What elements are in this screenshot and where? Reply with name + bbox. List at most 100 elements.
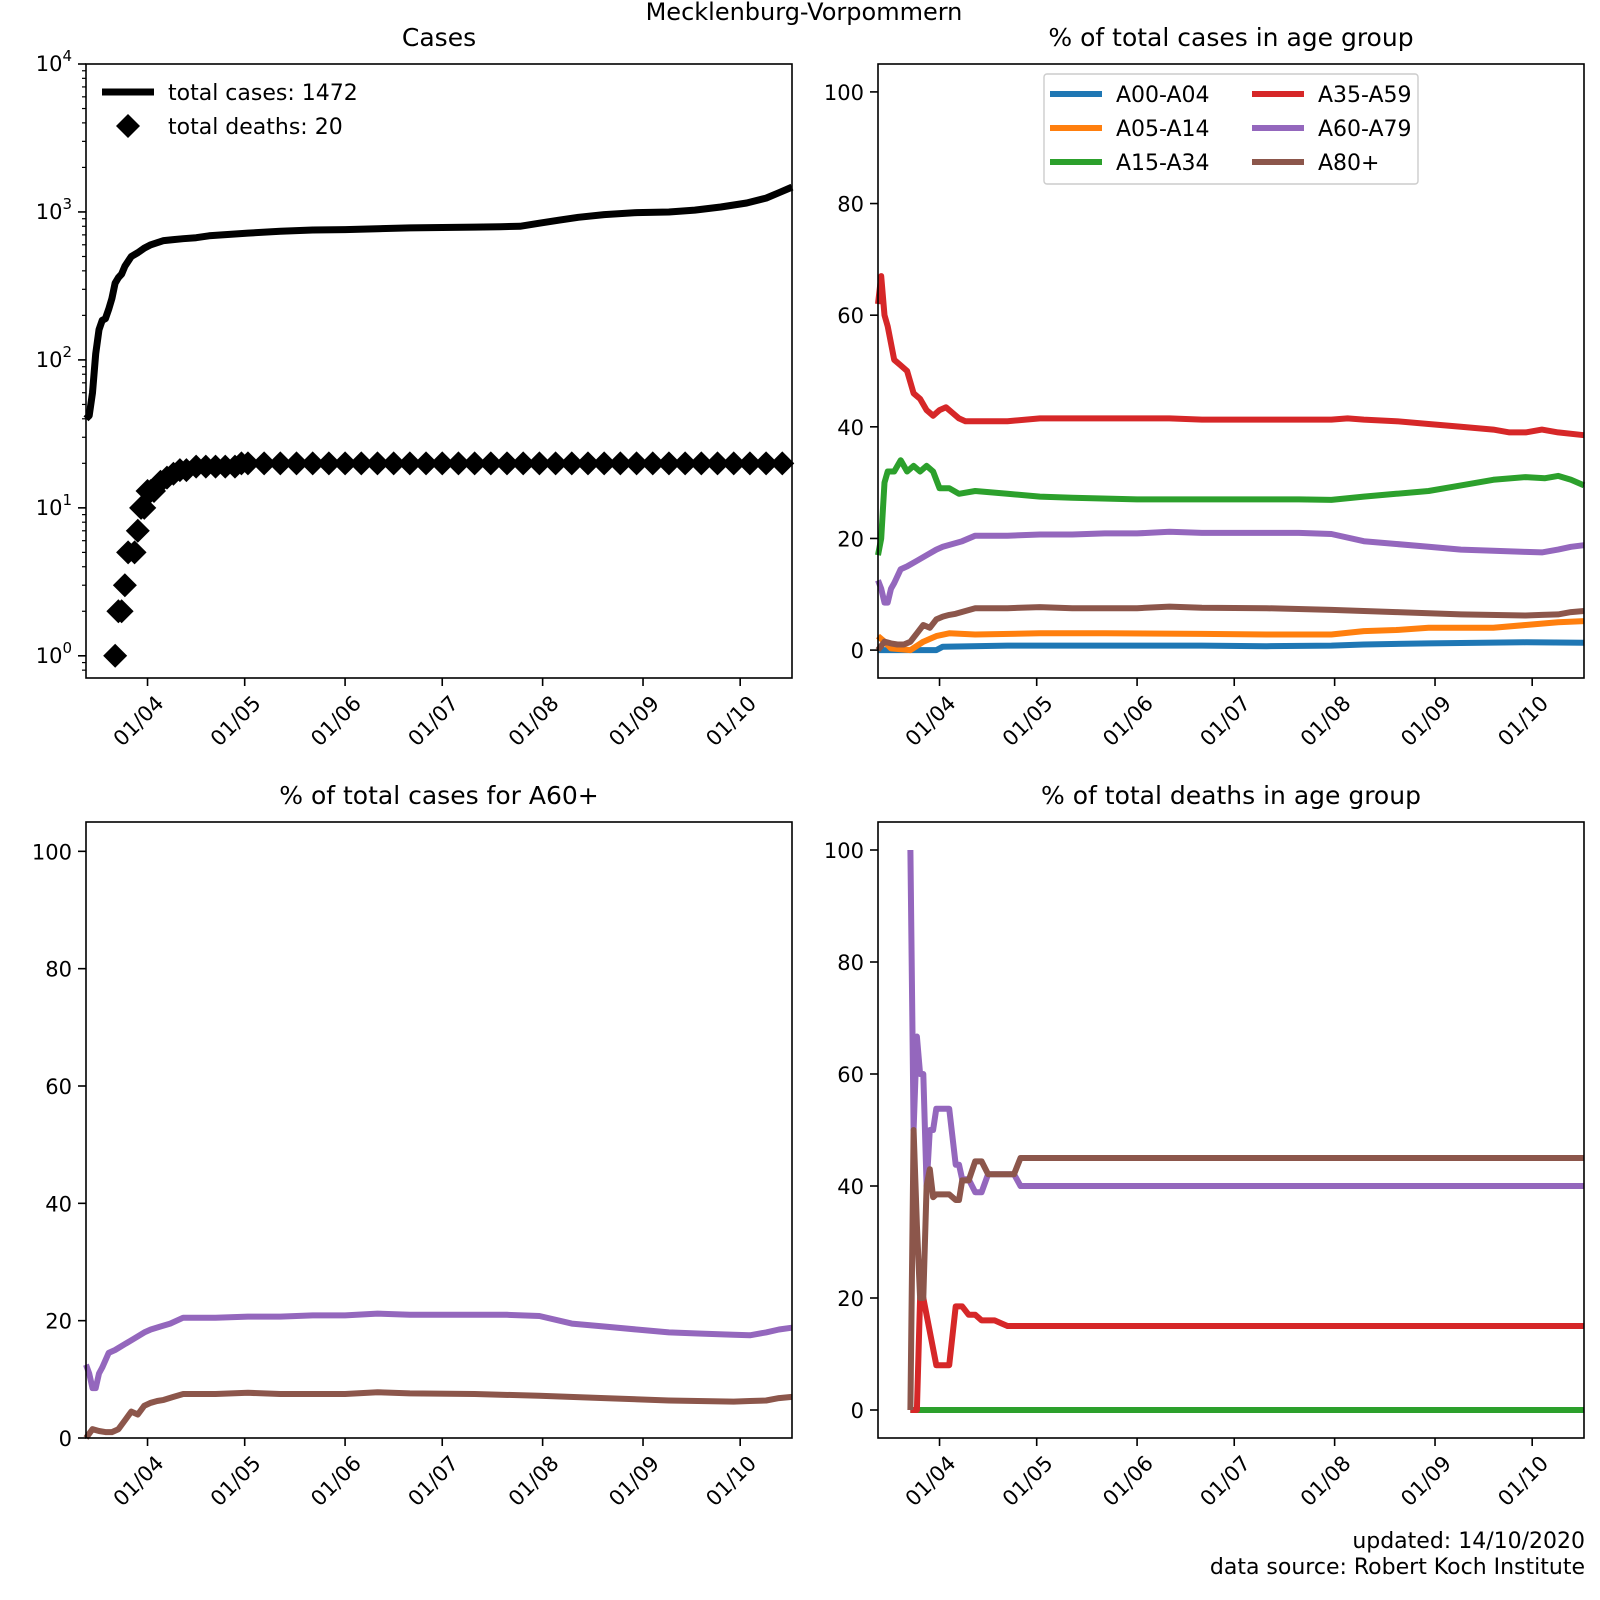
death-point (268, 451, 293, 476)
series-group-deaths_age (907, 849, 1584, 1413)
y-tick-label: 100 (32, 840, 72, 864)
series-line-a00-a04 (878, 639, 1585, 654)
series-line-a15-a34 (875, 457, 1586, 556)
chart-title-deaths_age: % of total deaths in age group (1041, 781, 1421, 810)
plot-frame-cases_age (877, 63, 1585, 679)
legend-age-groups: A00-A04 A05-A14 A15-A34 A35-A59 A60-A79 A80+ (1043, 73, 1419, 185)
legend-label: A15-A34 (1116, 151, 1210, 176)
death-point (575, 451, 600, 476)
y-tick-label: 80 (837, 193, 864, 217)
y-tick-label: 0 (851, 639, 864, 663)
series-group-cases (83, 183, 795, 668)
chart-title-cases_age: % of total cases in age group (1048, 23, 1413, 52)
death-point (252, 451, 277, 476)
y-tick-label: 60 (837, 1063, 864, 1087)
legend-label: A00-A04 (1116, 83, 1210, 108)
y-tick-exponent: 0 (62, 639, 72, 657)
death-point (689, 451, 714, 476)
figure-suptitle: Mecklenburg-Vorpommern (646, 0, 963, 26)
chart-title-cases: Cases (402, 23, 476, 52)
y-tick-exponent: 4 (62, 47, 72, 65)
legend-label: A80+ (1318, 151, 1379, 176)
death-point (284, 451, 309, 476)
y-tick-label: 80 (837, 951, 864, 975)
legend-label: A05-A14 (1116, 117, 1210, 142)
death-point (656, 451, 681, 476)
death-point (103, 643, 128, 668)
y-tick-exponent: 3 (62, 195, 72, 213)
death-point (721, 451, 746, 476)
y-tick-base: 10 (36, 644, 63, 668)
death-point (125, 518, 150, 543)
y-tick-label: 100 (36, 639, 72, 668)
y-tick-base: 10 (36, 496, 63, 520)
chart-title-cases_a60: % of total cases for A60+ (279, 781, 598, 810)
footer-updated: updated: 14/10/2020 (1352, 1529, 1585, 1554)
legend-label: A35-A59 (1318, 83, 1412, 108)
series-line-a80- (907, 1127, 1584, 1411)
y-tick-label: 100 (824, 81, 864, 105)
plot-frame-cases (85, 63, 793, 679)
y-tick-label: 80 (45, 958, 72, 982)
legend-label: A60-A79 (1318, 117, 1412, 142)
y-tick-label: 102 (36, 343, 72, 372)
death-point (543, 451, 568, 476)
series-line-a60-a79 (875, 528, 1585, 606)
y-tick-label: 40 (45, 1192, 72, 1216)
y-tick-label: 20 (45, 1310, 72, 1334)
death-point (770, 451, 795, 476)
y-tick-label: 103 (36, 195, 72, 224)
series-line-a35-a59 (875, 273, 1585, 439)
y-tick-label: 0 (851, 1399, 864, 1423)
series-line-a60-a79 (83, 1310, 793, 1392)
series-line-a80- (875, 603, 1585, 652)
death-point (235, 451, 260, 476)
y-tick-base: 10 (36, 52, 63, 76)
y-tick-label: 60 (837, 304, 864, 328)
death-point (122, 540, 147, 565)
death-point (705, 451, 730, 476)
death-point (300, 451, 325, 476)
y-tick-label: 40 (837, 1175, 864, 1199)
death-point (495, 451, 520, 476)
death-point (333, 451, 358, 476)
death-point (397, 451, 422, 476)
y-tick-label: 101 (36, 491, 72, 520)
death-point (446, 451, 471, 476)
y-tick-label: 40 (837, 416, 864, 440)
death-point (673, 451, 698, 476)
legend-frame (1043, 73, 1419, 185)
death-point (592, 451, 617, 476)
death-point (754, 451, 779, 476)
death-point (381, 451, 406, 476)
y-tick-base: 10 (36, 348, 63, 372)
footer-source: data source: Robert Koch Institute (1210, 1555, 1585, 1580)
death-point (316, 451, 341, 476)
death-point (349, 451, 374, 476)
plot-frame-cases_a60 (85, 821, 793, 1439)
series-group-cases_age (875, 273, 1586, 654)
y-tick-label: 0 (59, 1427, 72, 1451)
y-tick-label: 100 (824, 839, 864, 863)
death-point (527, 451, 552, 476)
legend-cases: total cases: 1472 total deaths: 20 (102, 81, 358, 140)
death-point (365, 451, 390, 476)
y-tick-label: 104 (36, 47, 72, 76)
legend-label: total cases: 1472 (168, 81, 358, 106)
series-line-a80- (83, 1389, 793, 1440)
series-group-cases_a60 (83, 1310, 793, 1440)
death-point (430, 451, 455, 476)
y-tick-exponent: 2 (62, 343, 72, 361)
y-tick-exponent: 1 (62, 491, 72, 509)
series-line-total-cases (83, 183, 794, 422)
y-tick-base: 10 (36, 200, 63, 224)
y-tick-label: 60 (45, 1075, 72, 1099)
death-point (559, 451, 584, 476)
death-point (737, 451, 762, 476)
death-point (640, 451, 665, 476)
y-tick-label: 20 (837, 527, 864, 551)
plot-frame-deaths_age (877, 821, 1585, 1439)
